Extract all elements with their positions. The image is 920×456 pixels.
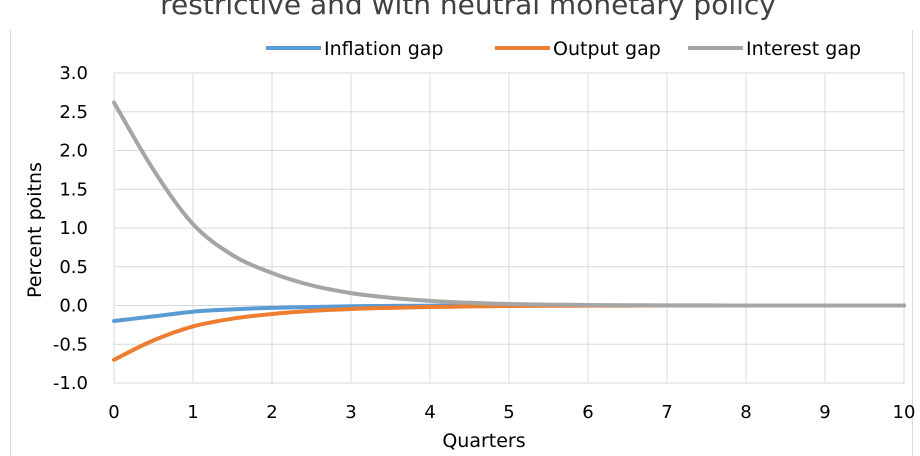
legend-item: Interest gap: [688, 38, 861, 60]
series-interest-gap: [112, 100, 906, 308]
y-tick-label: 1.5: [59, 179, 88, 200]
series-line: [112, 100, 906, 308]
series-layer: [112, 100, 906, 362]
x-tick-label: 2: [266, 402, 277, 423]
y-tick-label: 0.5: [59, 257, 88, 278]
x-tick-label: 9: [819, 402, 830, 423]
legend: Inflation gap Output gap Interest gap: [266, 38, 861, 60]
grid: [113, 72, 905, 384]
x-tick-label: 5: [503, 402, 514, 423]
x-axis: 0 1 2 3 4 5 6 7 8 9 10: [108, 402, 915, 423]
legend-label: Inflation gap: [324, 38, 443, 60]
y-tick-label: 2.5: [59, 102, 88, 123]
legend-label: Interest gap: [746, 38, 861, 60]
x-tick-label: 7: [661, 402, 672, 423]
y-tick-label: -1.0: [53, 373, 88, 394]
x-tick-label: 0: [108, 402, 119, 423]
legend-item: Output gap: [495, 38, 661, 60]
x-axis-title: Quarters: [442, 430, 525, 452]
y-tick-label: 2.0: [59, 141, 88, 162]
legend-label: Output gap: [553, 38, 661, 60]
y-axis-title: Percent poitns: [24, 162, 46, 298]
chart-title: restrictive and with neutral monetary po…: [160, 0, 776, 21]
legend-item: Inflation gap: [266, 38, 443, 60]
x-tick-label: 3: [345, 402, 356, 423]
y-axis: 3.0 2.5 2.0 1.5 1.0 0.5 0.0 -0.5 -1.0: [53, 63, 88, 394]
x-tick-label: 6: [582, 402, 593, 423]
y-tick-label: 0.0: [59, 296, 88, 317]
y-tick-label: 1.0: [59, 218, 88, 239]
x-tick-label: 8: [740, 402, 751, 423]
x-tick-label: 1: [187, 402, 198, 423]
y-tick-label: -0.5: [53, 334, 88, 355]
y-tick-label: 3.0: [59, 63, 88, 84]
x-tick-label: 10: [893, 402, 916, 423]
x-tick-label: 4: [424, 402, 435, 423]
